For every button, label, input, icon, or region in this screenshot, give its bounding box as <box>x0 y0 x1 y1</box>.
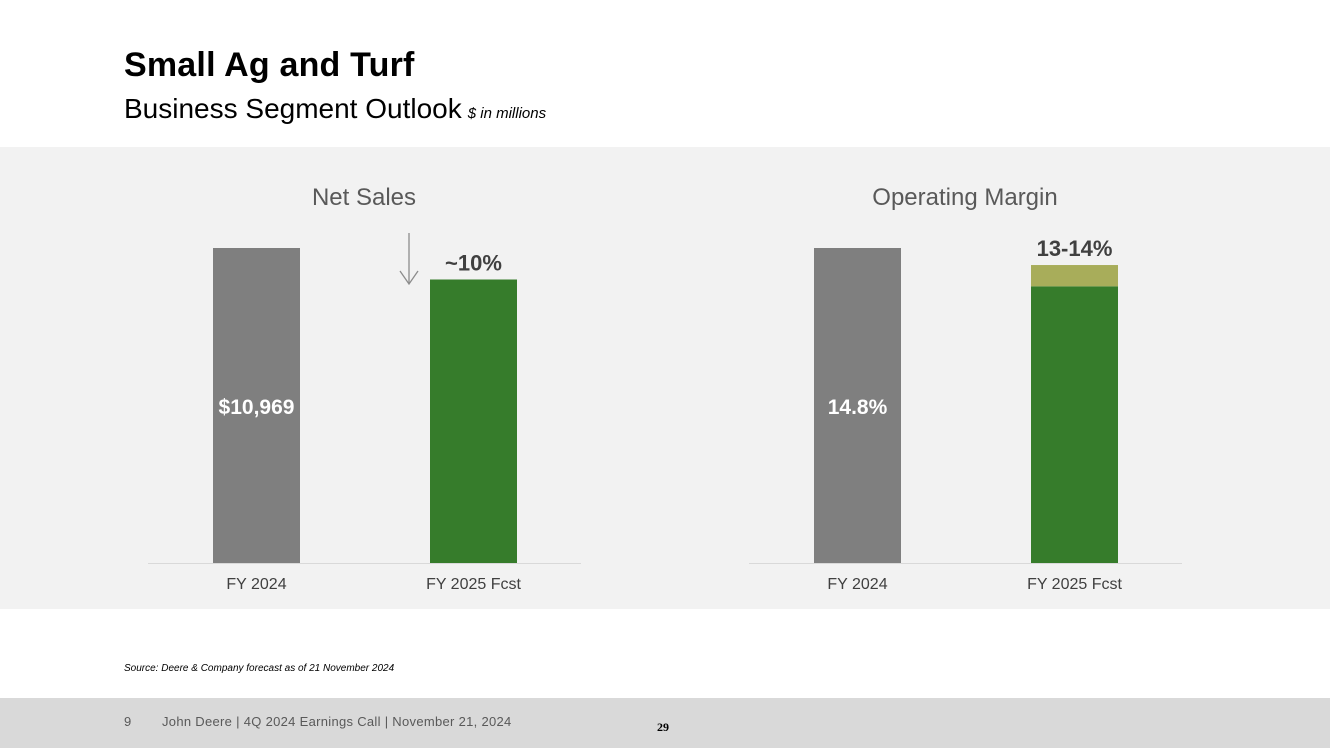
slide-number: 29 <box>657 720 669 734</box>
net-sales-label-fy2024: $10,969 <box>219 396 295 419</box>
slide-subtitle: Business Segment Outlook $ in millions <box>124 93 546 125</box>
operating-margin-label-fy2024: 14.8% <box>828 396 888 419</box>
footer-bar: 9 John Deere | 4Q 2024 Earnings Call | N… <box>0 698 1330 748</box>
operating-margin-tick-label-2: FY 2025 Fcst <box>1027 576 1122 593</box>
subtitle-text: Business Segment Outlook <box>124 93 462 124</box>
slide-title: Small Ag and Turf <box>124 46 415 84</box>
net-sales-chart-title: Net Sales <box>312 184 416 211</box>
operating-margin-label-fy2025-fcst: 13-14% <box>1037 236 1113 261</box>
footer-text: John Deere | 4Q 2024 Earnings Call | Nov… <box>162 714 512 729</box>
net-sales-tick-label-1: FY 2024 <box>226 576 286 593</box>
charts-panel: Net Sales FY 2024 FY 2025 Fcst $10,969 ~10% O… <box>0 147 1330 609</box>
net-sales-label-fy2025-fcst: ~10% <box>445 251 502 276</box>
operating-margin-bar-fy2024 <box>814 248 901 563</box>
net-sales-tick-label-2: FY 2025 Fcst <box>426 576 521 593</box>
charts-svg: Net Sales FY 2024 FY 2025 Fcst $10,969 ~10% O… <box>148 184 1182 593</box>
units-note: $ in millions <box>467 105 547 122</box>
net-sales-bar-fy2025-fcst <box>430 279 517 563</box>
operating-margin-bar-fy2025-fcst <box>1031 286 1118 563</box>
page-number: 9 <box>124 714 132 729</box>
source-note: Source: Deere & Company forecast as of 2… <box>124 663 395 674</box>
net-sales-bar-fy2024 <box>213 248 300 563</box>
down-arrow-icon <box>399 233 419 286</box>
operating-margin-tick-label-1: FY 2024 <box>827 576 887 593</box>
operating-margin-chart-title: Operating Margin <box>872 184 1057 211</box>
operating-margin-forecast-range <box>1031 265 1118 287</box>
